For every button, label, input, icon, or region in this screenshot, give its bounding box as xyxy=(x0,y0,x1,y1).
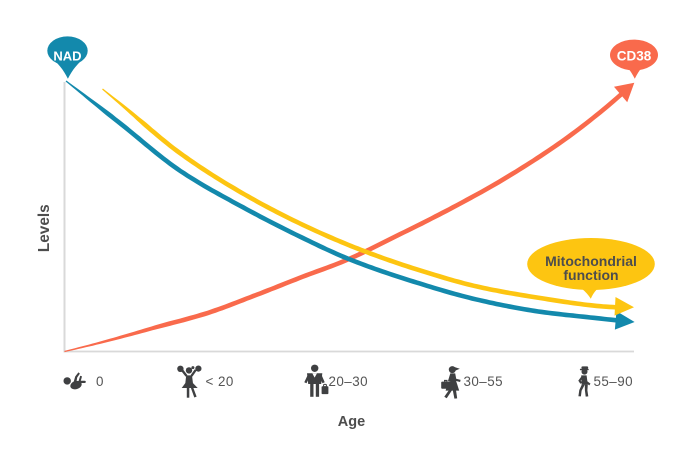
svg-text:function: function xyxy=(563,267,618,283)
svg-text:CD38: CD38 xyxy=(617,49,652,64)
svg-text:30–55: 30–55 xyxy=(464,374,504,389)
svg-text:Mitochondrial: Mitochondrial xyxy=(545,253,637,269)
svg-text:55–90: 55–90 xyxy=(594,374,634,389)
svg-text:< 20: < 20 xyxy=(206,374,234,389)
svg-text:NAD: NAD xyxy=(53,48,81,63)
svg-text:20–30: 20–30 xyxy=(329,374,369,389)
svg-text:Levels: Levels xyxy=(36,204,53,252)
svg-text:Age: Age xyxy=(338,414,365,430)
svg-text:0: 0 xyxy=(96,374,104,389)
